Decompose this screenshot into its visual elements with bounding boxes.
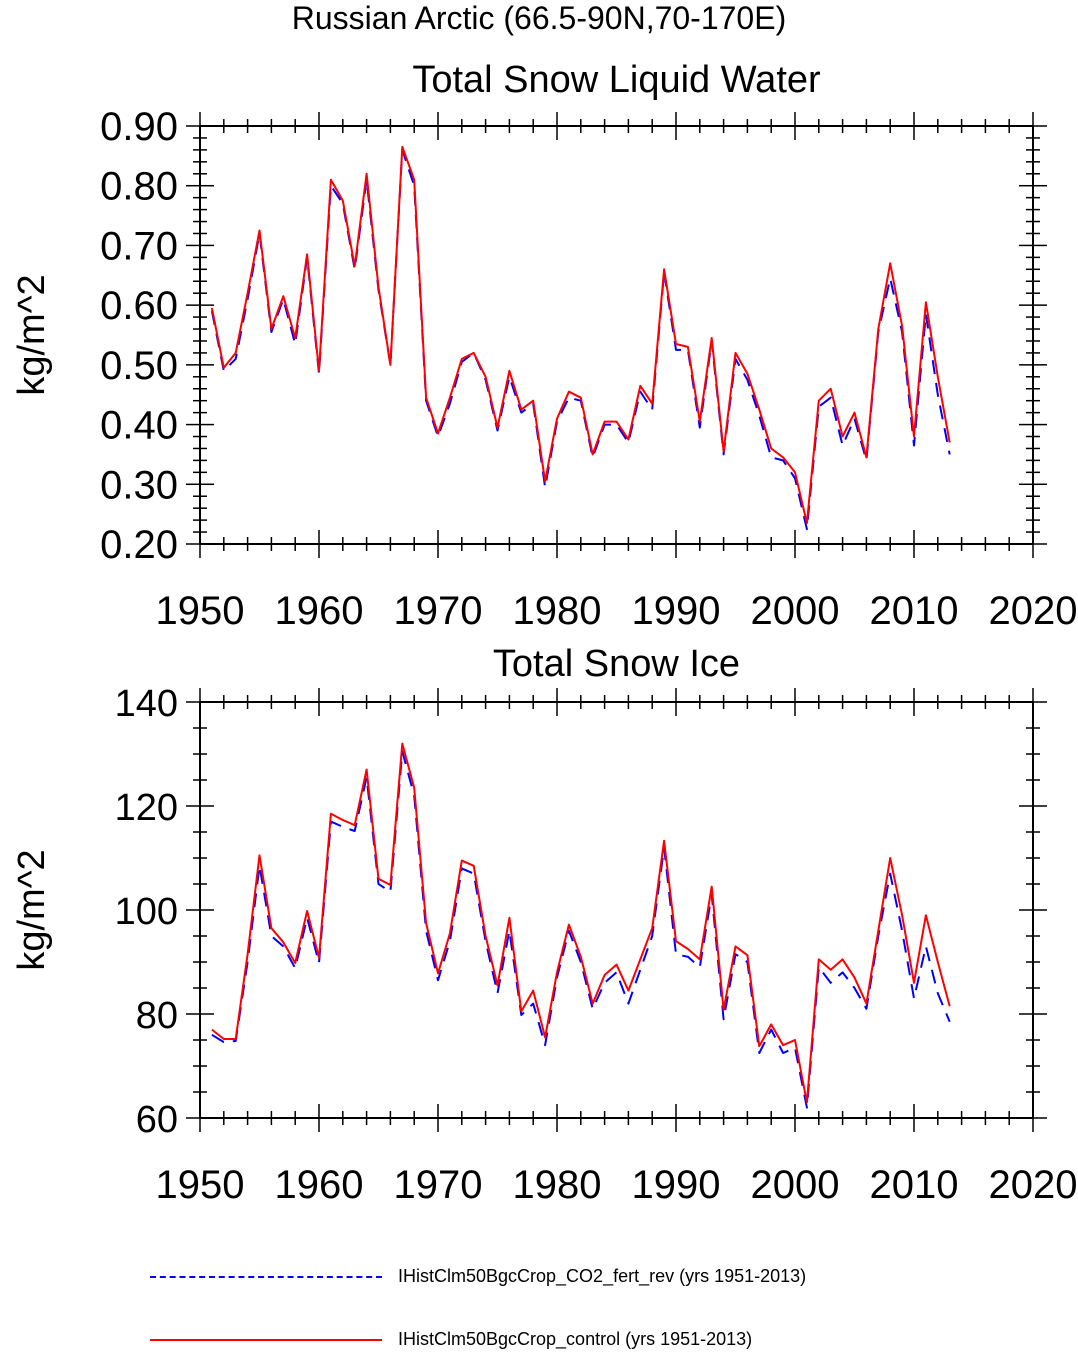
y-tick-label: 120 xyxy=(115,787,178,829)
chart-panel-1: Total Snow Liquid Water 1950 1960 1970 1980 1… xyxy=(11,59,1077,633)
series-line-1 xyxy=(210,148,951,531)
series-line-2 xyxy=(211,742,951,1104)
y-tick-label: 0.30 xyxy=(100,463,178,507)
legend-label: IHistClm50BgcCrop_CO2_fert_rev (yrs 1951… xyxy=(398,1266,807,1286)
plot-frame xyxy=(199,701,1034,1119)
y-tick-label: 140 xyxy=(115,683,178,725)
figure-title: Russian Arctic (66.5-90N,70-170E) xyxy=(291,0,787,36)
legend-swatch-dashed xyxy=(150,1276,382,1278)
chart-title: Total Snow Liquid Water xyxy=(412,59,821,101)
x-tick-label: 1970 xyxy=(394,589,483,633)
x-tick-label: 1960 xyxy=(275,589,364,633)
y-tick-label: 0.50 xyxy=(100,344,178,388)
y-axis-label: kg/m^2 xyxy=(11,849,53,970)
x-tick-label: 2000 xyxy=(751,1163,840,1207)
x-tick-label: 1980 xyxy=(513,1163,602,1207)
legend-label: IHistClm50BgcCrop_control (yrs 1951-2013… xyxy=(398,1329,753,1349)
legend-swatch-solid xyxy=(150,1339,382,1341)
y-tick-label: 60 xyxy=(136,1099,178,1141)
x-tick-label: 1970 xyxy=(394,1163,483,1207)
y-tick-label: 0.70 xyxy=(100,224,178,268)
y-tick-label: 0.20 xyxy=(100,523,178,567)
x-tick-label: 1950 xyxy=(156,589,245,633)
y-tick-label: 0.40 xyxy=(100,404,178,448)
y-tick-label: 0.90 xyxy=(100,105,178,149)
legend: IHistClm50BgcCrop_CO2_fert_rev (yrs 1951… xyxy=(0,1250,1078,1350)
x-tick-label: 2020 xyxy=(989,589,1078,633)
chart-panel-2: Total Snow Ice 1950 1960 1970 1980 1990 2000 20… xyxy=(11,643,1077,1207)
x-tick-label: 1950 xyxy=(156,1163,245,1207)
x-tick-label: 1960 xyxy=(275,1163,364,1207)
y-tick-label: 0.80 xyxy=(100,165,178,209)
chart-title: Total Snow Ice xyxy=(493,643,740,685)
x-tick-label: 2000 xyxy=(751,589,840,633)
series-line-2 xyxy=(210,145,951,525)
y-tick-label: 100 xyxy=(115,891,178,933)
y-tick-label: 80 xyxy=(136,995,178,1037)
x-tick-label: 2010 xyxy=(870,1163,959,1207)
x-tick-label: 1990 xyxy=(632,1163,721,1207)
y-tick-label: 0.60 xyxy=(100,284,178,328)
figure-canvas: Total Snow Liquid Water 1950 1960 1970 1980 1… xyxy=(11,59,1077,1207)
x-tick-label: 2010 xyxy=(870,589,959,633)
x-tick-label: 1980 xyxy=(513,589,602,633)
x-tick-label: 2020 xyxy=(989,1163,1078,1207)
series-line-1 xyxy=(211,750,951,1109)
x-tick-label: 1990 xyxy=(632,589,721,633)
plot-frame xyxy=(199,125,1034,545)
y-axis-label: kg/m^2 xyxy=(11,274,53,395)
